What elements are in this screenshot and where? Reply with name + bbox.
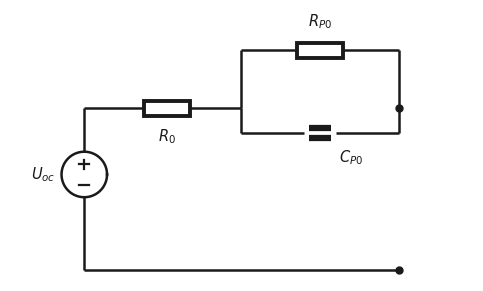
Text: $C_{P0}$: $C_{P0}$ (339, 149, 363, 167)
Text: $R_0$: $R_0$ (158, 127, 176, 146)
Text: $U_{oc}$: $U_{oc}$ (31, 165, 56, 184)
Bar (144, 101, 190, 116)
Text: $R_{P0}$: $R_{P0}$ (308, 13, 332, 31)
Bar (298, 43, 343, 58)
